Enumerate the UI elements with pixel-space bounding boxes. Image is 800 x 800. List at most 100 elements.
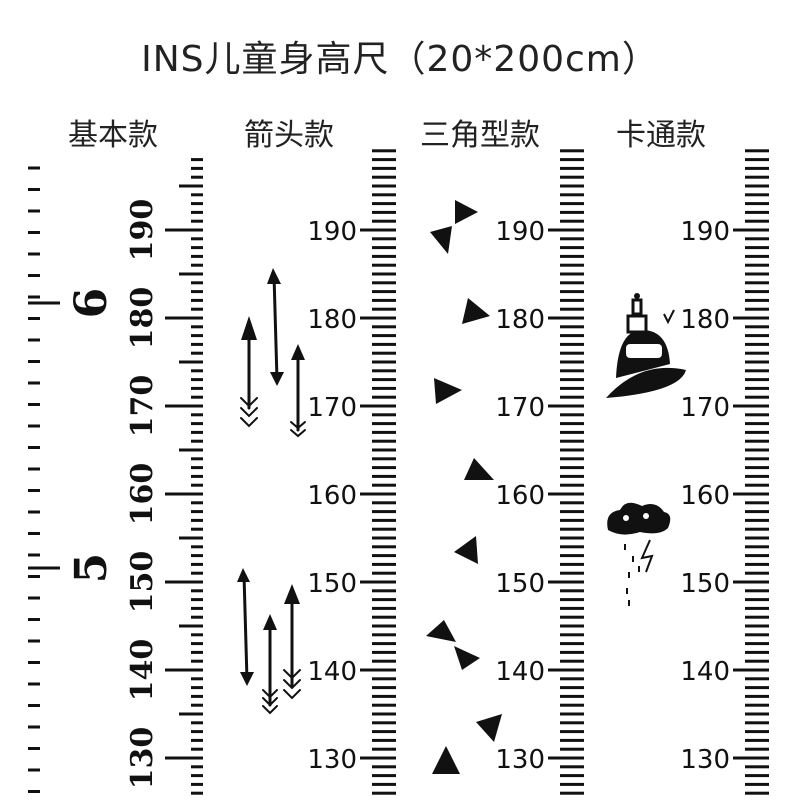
major-tick (548, 756, 584, 760)
ruler-tick (745, 712, 769, 716)
height-label: 140 (307, 657, 357, 687)
height-label: 180 (680, 305, 730, 335)
basic-label: 170 (125, 375, 160, 438)
height-label: 150 (307, 569, 357, 599)
ruler-tick (372, 598, 396, 602)
ruler-tick (745, 483, 769, 487)
basic-tick (191, 562, 203, 566)
ruler-tick (745, 686, 769, 690)
arrow-icon (283, 584, 301, 700)
height-label: 150 (495, 569, 545, 599)
ruler-tick (745, 360, 769, 364)
ruler-tick (745, 149, 769, 153)
ruler-tick (560, 721, 584, 725)
ruler-tick (560, 501, 584, 505)
height-label: 180 (307, 305, 357, 335)
triangle-icon (426, 620, 456, 642)
arrow-icon (237, 568, 254, 686)
basic-tick (191, 378, 203, 382)
ruler-tick (372, 483, 396, 487)
ruler-tick (560, 738, 584, 742)
ruler-tick (372, 527, 396, 531)
major-tick (733, 492, 769, 496)
ruler-tick (372, 413, 396, 417)
ruler-tick (372, 325, 396, 329)
basic-tick (165, 492, 203, 496)
ruler-tick (560, 791, 584, 795)
height-label: 190 (307, 217, 357, 247)
ruler-tick (745, 606, 769, 610)
basic-tick (191, 774, 203, 778)
inch-tick (28, 575, 40, 578)
basic-tick (179, 360, 203, 364)
basic-label: 160 (125, 463, 160, 526)
ruler-tick (745, 791, 769, 795)
triangle-icon (455, 200, 478, 224)
ruler-tick (560, 624, 584, 628)
triangle-icon (464, 458, 494, 480)
ruler-tick (372, 298, 396, 302)
ruler-tick (745, 439, 769, 443)
ruler-tick (560, 448, 584, 452)
ruler-tick (372, 448, 396, 452)
major-tick (548, 228, 584, 232)
basic-ruler: 190 180 170 160 150 140 130 6 5 (28, 158, 203, 795)
ruler-tick (372, 738, 396, 742)
major-tick (733, 668, 769, 672)
ruler-tick (560, 518, 584, 522)
cartoon-ruler: 190 180 170 160 150 140 130 (680, 149, 769, 795)
ruler-tick (560, 536, 584, 540)
basic-tick (191, 686, 203, 690)
basic-tick (191, 369, 203, 373)
ruler-tick (372, 721, 396, 725)
basic-tick (191, 466, 203, 470)
basic-tick (191, 386, 203, 390)
basic-tick (191, 395, 203, 399)
triangle-icon (454, 536, 478, 564)
ruler-tick (745, 193, 769, 197)
ruler-tick (745, 351, 769, 355)
inch-tick (28, 274, 40, 277)
page-title: INS儿童身高尺（20*200cm） (141, 39, 659, 80)
ruler-tick (372, 378, 396, 382)
ruler-tick (372, 474, 396, 478)
ruler-tick (372, 686, 396, 690)
ruler-tick (372, 369, 396, 373)
ruler-tick (372, 395, 396, 399)
ruler-tick (372, 624, 396, 628)
basic-tick (191, 166, 203, 170)
ruler-tick (560, 351, 584, 355)
inch-tick (28, 747, 40, 750)
basic-tick (191, 263, 203, 267)
column-title-cartoon: 卡通款 (616, 118, 706, 153)
basic-tick (191, 518, 203, 522)
ruler-tick (745, 774, 769, 778)
ruler-tick (745, 598, 769, 602)
basic-tick (165, 668, 203, 672)
ruler-tick (745, 589, 769, 593)
ruler-tick (372, 782, 396, 786)
ruler-tick (745, 166, 769, 170)
arrow-icon (262, 614, 278, 715)
ruler-tick (372, 747, 396, 751)
ruler-tick (372, 615, 396, 619)
ruler-tick (560, 149, 584, 153)
major-tick (733, 228, 769, 232)
triangle-icon (430, 226, 452, 254)
major-tick (360, 756, 396, 760)
basic-tick (191, 290, 203, 294)
ruler-tick (745, 642, 769, 646)
ruler-tick (560, 246, 584, 250)
ruler-tick (372, 272, 396, 276)
ruler-tick (560, 615, 584, 619)
basic-tick (179, 712, 203, 716)
major-tick (360, 316, 396, 320)
inch-tick (28, 338, 40, 342)
basic-tick (191, 606, 203, 610)
basic-tick (165, 756, 203, 760)
inch-tick (28, 467, 40, 471)
basic-tick (191, 483, 203, 487)
ruler-tick (745, 254, 769, 258)
major-tick (548, 668, 584, 672)
inch-tick (28, 532, 40, 535)
